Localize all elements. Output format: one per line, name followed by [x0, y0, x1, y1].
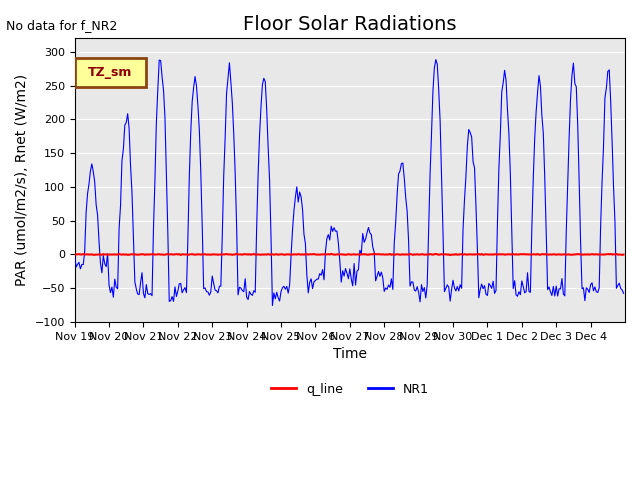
Y-axis label: PAR (umol/m2/s), Rnet (W/m2): PAR (umol/m2/s), Rnet (W/m2): [15, 74, 29, 286]
Text: TZ_sm: TZ_sm: [88, 66, 132, 79]
Legend: q_line, NR1: q_line, NR1: [266, 378, 434, 401]
Text: No data for f_NR2: No data for f_NR2: [6, 19, 118, 32]
X-axis label: Time: Time: [333, 347, 367, 361]
Title: Floor Solar Radiations: Floor Solar Radiations: [243, 15, 456, 34]
FancyBboxPatch shape: [75, 58, 146, 86]
